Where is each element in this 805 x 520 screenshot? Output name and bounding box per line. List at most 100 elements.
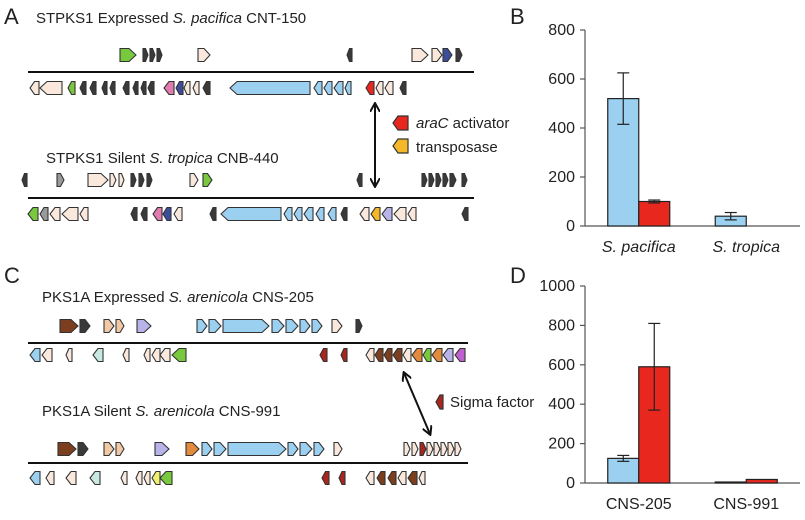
gene-arrow bbox=[61, 206, 79, 222]
gene-arrow bbox=[311, 318, 323, 334]
gene-track-pacifica bbox=[29, 47, 463, 96]
gene-arrow bbox=[143, 470, 151, 486]
gene-arrow bbox=[433, 441, 441, 457]
gene-arrow bbox=[101, 80, 108, 96]
panel-letter-c: C bbox=[4, 263, 20, 288]
gene-arrow bbox=[442, 172, 449, 188]
gene-arrow bbox=[115, 318, 125, 334]
gene-arrow bbox=[29, 80, 40, 96]
gene-arrow bbox=[355, 318, 363, 334]
gene-arrow bbox=[65, 347, 73, 363]
gene-arrow bbox=[143, 347, 151, 363]
legend-a: araC activator transposase bbox=[392, 115, 509, 156]
bar-chart-b: 0 200 400 600 800 S. pacifica S. tropica bbox=[548, 22, 800, 256]
gene-arrow bbox=[392, 347, 403, 363]
gene-arrow bbox=[356, 172, 363, 188]
category-label: CNS-991 bbox=[713, 496, 779, 513]
gene-arrow bbox=[189, 172, 199, 188]
gene-arrow bbox=[319, 347, 328, 363]
gene-arrow bbox=[192, 80, 200, 96]
y-tick-label: 200 bbox=[548, 169, 575, 186]
gene-arrow bbox=[79, 318, 91, 334]
gene-arrow bbox=[327, 206, 337, 222]
gene-arrow bbox=[299, 441, 313, 457]
gene-arrow bbox=[442, 347, 454, 363]
gene-arrow bbox=[376, 470, 386, 486]
gene-arrow bbox=[27, 206, 39, 222]
gene-arrow bbox=[454, 347, 466, 363]
gene-arrow bbox=[202, 172, 213, 188]
gene-arrow bbox=[419, 441, 427, 457]
bar bbox=[745, 478, 778, 484]
gene-arrow bbox=[370, 206, 381, 222]
gene-arrow bbox=[421, 172, 428, 188]
gene-arrow bbox=[208, 318, 222, 334]
y-tick-label: 0 bbox=[566, 218, 575, 235]
panel-c-top-title: PKS1A Expressed S. arenicola CNS-205 bbox=[42, 289, 314, 306]
gene-arrow bbox=[29, 470, 41, 486]
gene-arrow bbox=[159, 347, 171, 363]
gene-arrow bbox=[331, 318, 343, 334]
error-bar bbox=[724, 211, 737, 221]
gene-arrow bbox=[333, 80, 344, 96]
gene-arrow bbox=[65, 470, 77, 486]
gene-arrow bbox=[152, 206, 163, 222]
gene-arrow bbox=[29, 347, 41, 363]
comparison-arrow-c bbox=[404, 373, 430, 434]
legend-label-arac: araC activator bbox=[416, 115, 509, 132]
legend-label-sigma-factor: Sigma factor bbox=[450, 394, 534, 411]
gene-arrow bbox=[407, 470, 418, 486]
gene-arrow bbox=[149, 47, 156, 63]
gene-arrow bbox=[39, 206, 49, 222]
gene-arrow bbox=[56, 172, 65, 188]
gene-arrow bbox=[197, 47, 211, 63]
gene-arrow bbox=[440, 441, 448, 457]
gene-arrow bbox=[313, 441, 325, 457]
gene-arrow bbox=[171, 347, 187, 363]
panel-d: D 0 200 400 600 800 1000 CNS-205 CNS-991 bbox=[510, 263, 800, 513]
category-label: S. tropica bbox=[712, 239, 780, 256]
gene-arrow bbox=[183, 80, 191, 96]
gene-arrow bbox=[299, 318, 311, 334]
error-bar bbox=[648, 322, 661, 411]
legend-swatch-arac bbox=[392, 115, 409, 131]
gene-arrow bbox=[163, 80, 175, 96]
gene-arrow bbox=[45, 470, 55, 486]
error-bar bbox=[617, 454, 630, 462]
gene-arrow bbox=[122, 347, 130, 363]
gene-arrow bbox=[321, 470, 330, 486]
gene-arrow bbox=[202, 80, 211, 96]
panel-a-bottom-title: STPKS1 Silent S. tropica CNB-440 bbox=[46, 150, 279, 167]
y-tick-label: 400 bbox=[548, 396, 575, 413]
category-label: S. pacifica bbox=[602, 239, 676, 256]
gene-arrow bbox=[346, 47, 353, 63]
gene-arrow bbox=[381, 206, 393, 222]
gene-arrow bbox=[399, 80, 407, 96]
gene-arrow bbox=[21, 172, 28, 188]
gene-arrow bbox=[374, 347, 384, 363]
gene-arrow bbox=[411, 47, 429, 63]
gene-arrow bbox=[407, 206, 417, 222]
y-tick-label: 200 bbox=[548, 436, 575, 453]
category-label: CNS-205 bbox=[606, 496, 672, 513]
gene-arrow bbox=[333, 441, 343, 457]
gene-arrow bbox=[130, 172, 137, 188]
gene-arrow bbox=[77, 441, 89, 457]
gene-arrow bbox=[435, 172, 442, 188]
gene-arrow bbox=[338, 470, 346, 486]
gene-arrow bbox=[375, 80, 384, 96]
gene-arrow bbox=[57, 441, 77, 457]
gene-arrow bbox=[313, 80, 323, 96]
gene-arrow bbox=[109, 172, 117, 188]
gene-arrow bbox=[365, 470, 375, 486]
gene-arrow bbox=[365, 347, 375, 363]
gene-arrow bbox=[59, 318, 79, 334]
gene-arrow bbox=[132, 80, 139, 96]
gene-arrow bbox=[213, 441, 227, 457]
gene-arrow bbox=[39, 80, 63, 96]
gene-arrow bbox=[397, 470, 407, 486]
y-tick-label: 0 bbox=[566, 475, 575, 492]
gene-arrow bbox=[422, 347, 432, 363]
gene-arrow bbox=[227, 441, 287, 457]
